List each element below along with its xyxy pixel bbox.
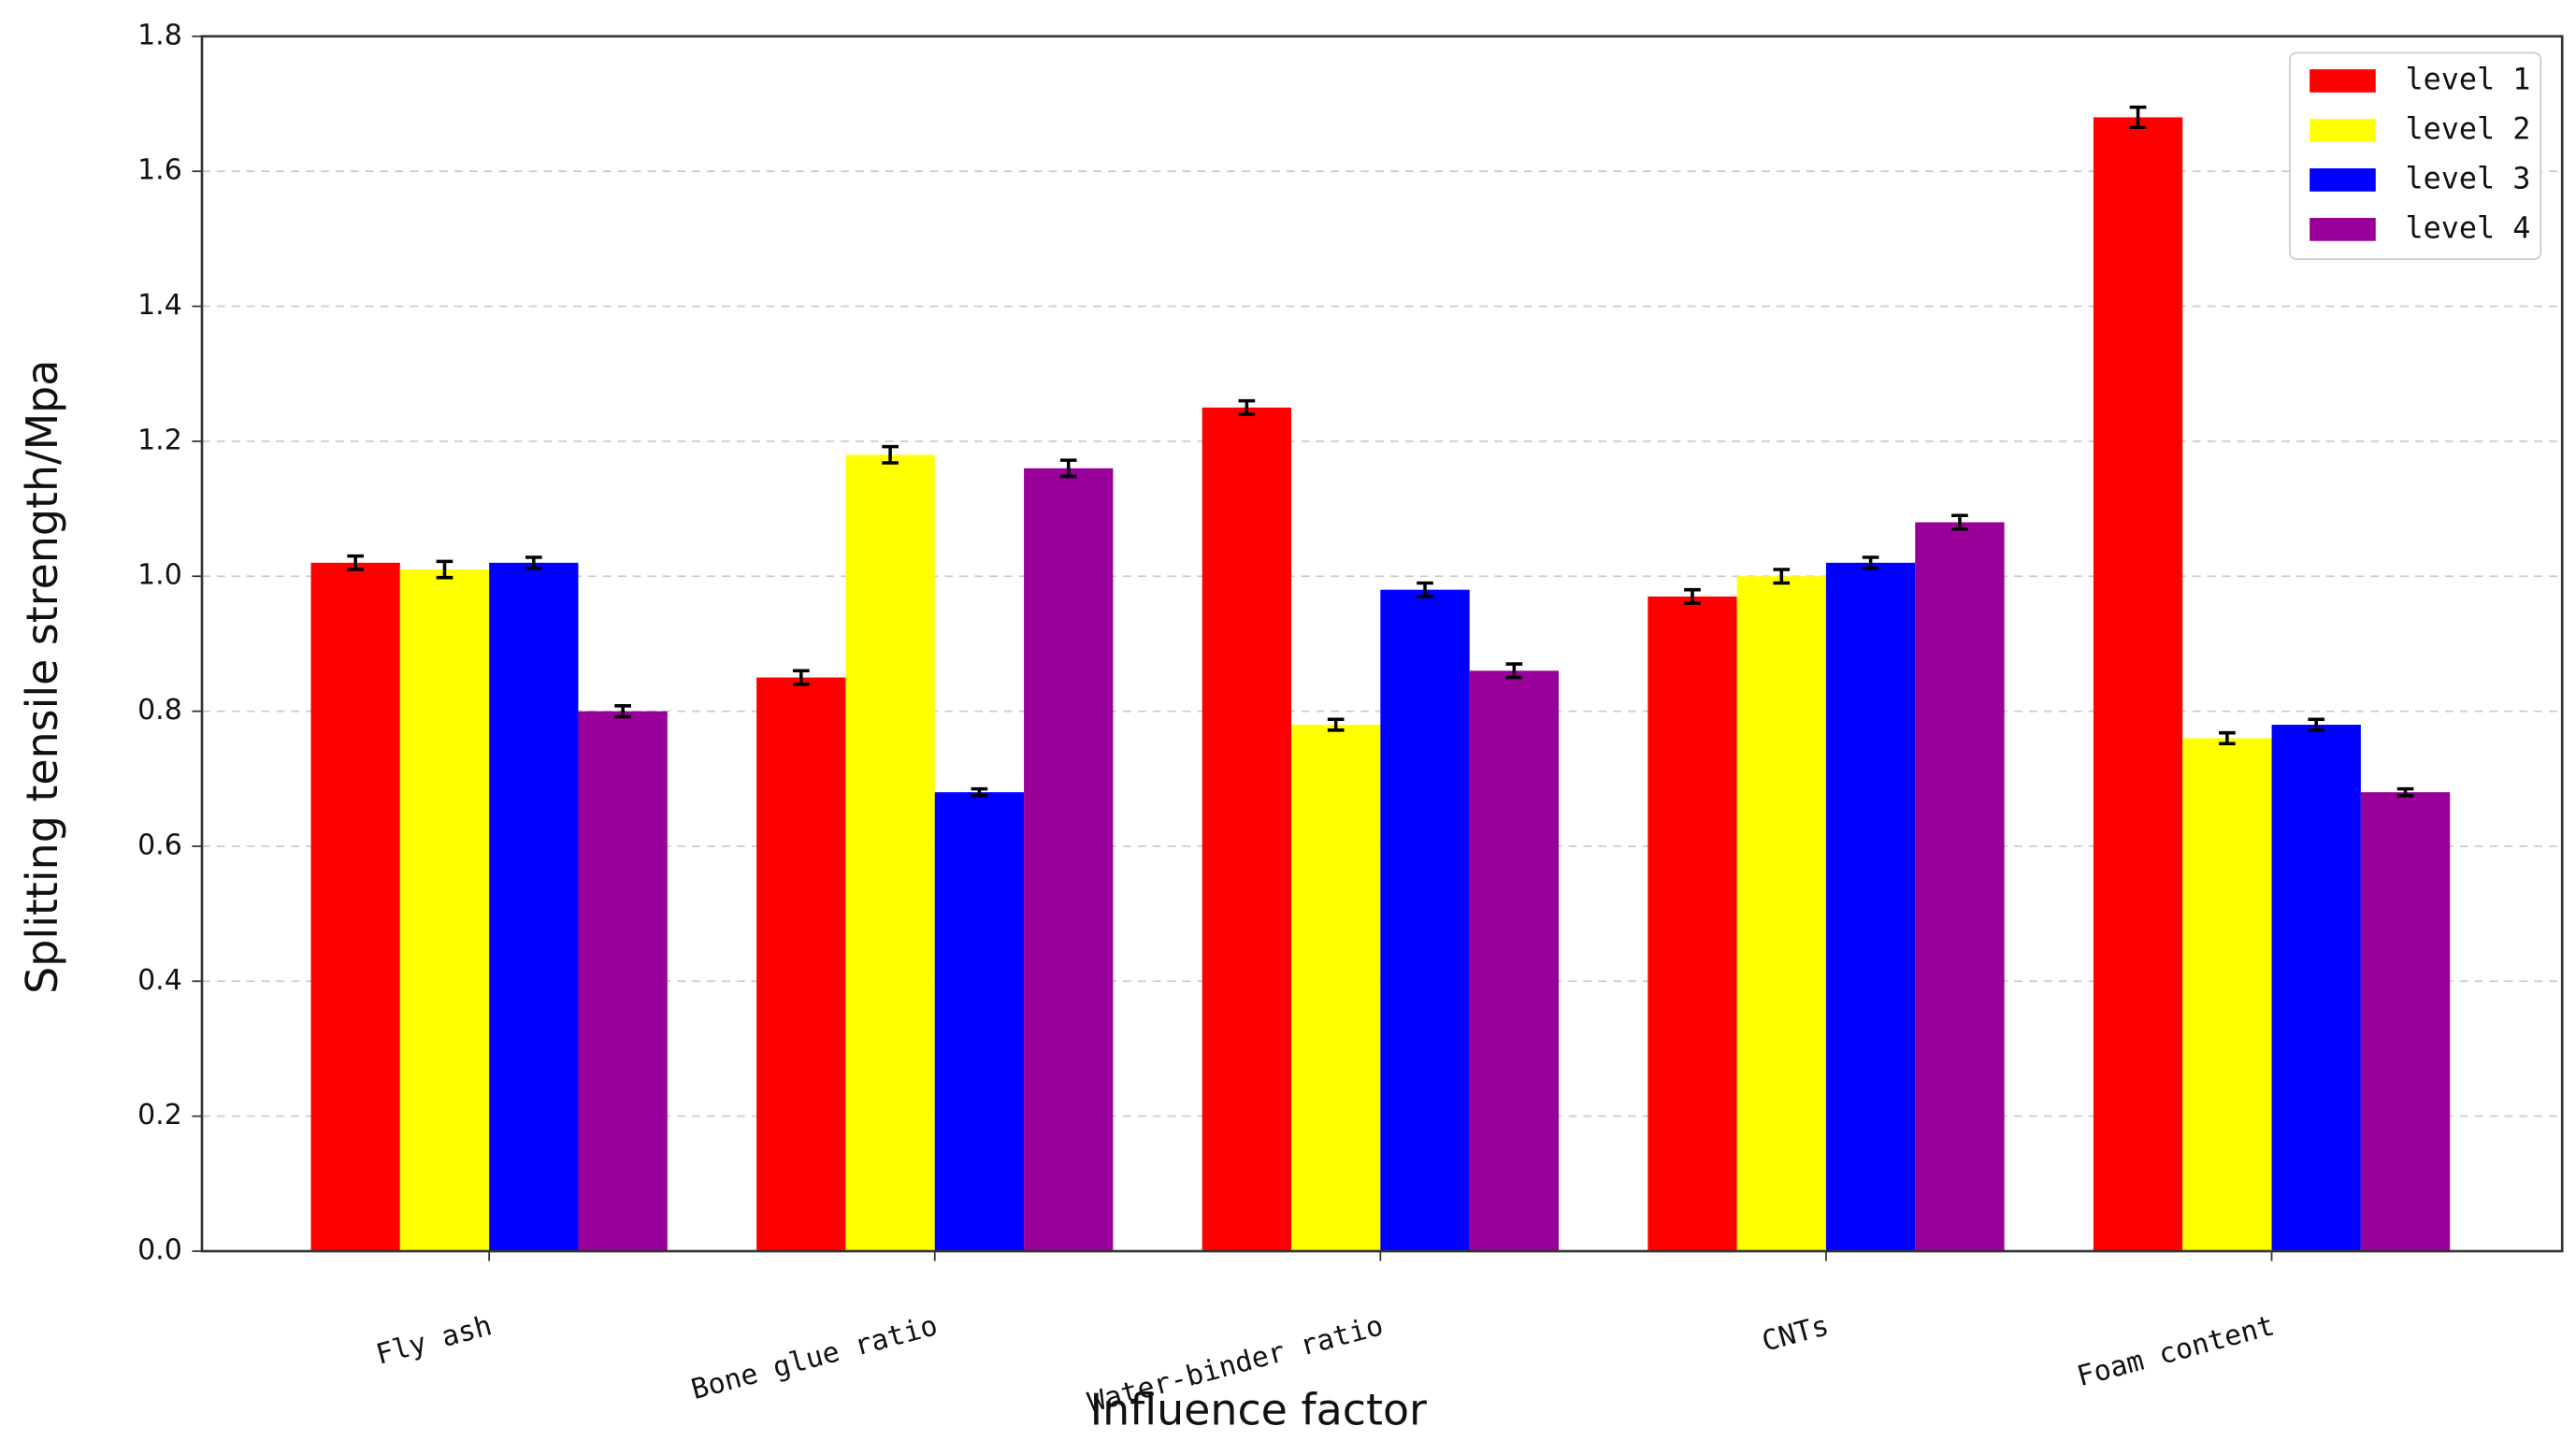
legend-label: level 2 [2406,112,2531,146]
bar [1825,562,1916,1252]
error-bar [792,669,810,686]
y-tick-label: 0.0 [137,1234,182,1267]
error-bar [525,555,542,570]
bar [2093,117,2183,1252]
y-tick-label: 1.0 [137,559,182,592]
x-tick-label: CNTs [1759,1309,1833,1359]
error-bar [1417,581,1433,598]
legend-swatch [2310,119,2376,142]
legend-box [2289,51,2542,261]
y-tick-label: 0.2 [137,1099,182,1131]
bar [2182,738,2272,1252]
error-bar [347,554,365,571]
error-bar [1327,717,1345,732]
x-axis-label: Influence factor [1090,1384,1427,1434]
error-bar [2396,786,2414,798]
bar [1648,596,1737,1252]
bar [1291,725,1381,1252]
error-bar [2219,730,2236,746]
error-bar [614,704,631,719]
legend-swatch [2310,69,2376,93]
y-axis-label: Splitting tensile strength/Mpa [17,360,67,994]
bar [1202,407,1292,1252]
y-tick-label: 0.4 [137,964,182,997]
y-tick-label: 1.6 [137,154,182,187]
error-bar [1238,398,1256,416]
legend-swatch [2310,218,2376,241]
bar [489,562,579,1252]
bar [1915,522,2005,1252]
legend-label: level 1 [2406,63,2531,96]
error-bar [2308,717,2325,732]
bar [756,677,846,1252]
legend-swatch [2310,168,2376,192]
error-bar [1505,662,1523,680]
bar [1469,670,1559,1252]
error-bar [971,786,988,798]
plot-frame [200,35,2564,1253]
error-bar [1951,513,1968,531]
y-tick-label: 1.8 [137,19,182,51]
bar [1380,589,1470,1252]
bar [1024,468,1114,1252]
y-tick-label: 1.4 [137,289,182,322]
y-tick-label: 0.6 [137,829,182,861]
bar [845,454,935,1252]
error-bar [1862,555,1879,570]
bar [1736,576,1826,1252]
error-bar [1059,458,1077,479]
bar [310,562,400,1252]
error-bar [1684,587,1701,605]
x-tick-label: Foam content [2074,1309,2278,1393]
y-tick-label: 0.8 [137,694,182,727]
x-tick-label: Fly ash [373,1309,496,1372]
bar [2271,725,2361,1252]
y-tick-label: 1.2 [137,424,182,456]
error-bar [1773,568,1791,585]
error-bar [882,444,899,465]
legend-label: level 4 [2406,211,2531,245]
bar [399,569,490,1252]
x-tick-label: Bone glue ratio [688,1309,942,1406]
bar [934,792,1025,1252]
bar [578,711,668,1252]
error-bar [436,559,453,580]
error-bar [2129,105,2147,130]
legend-label: level 3 [2406,162,2531,195]
bar [2360,792,2451,1252]
